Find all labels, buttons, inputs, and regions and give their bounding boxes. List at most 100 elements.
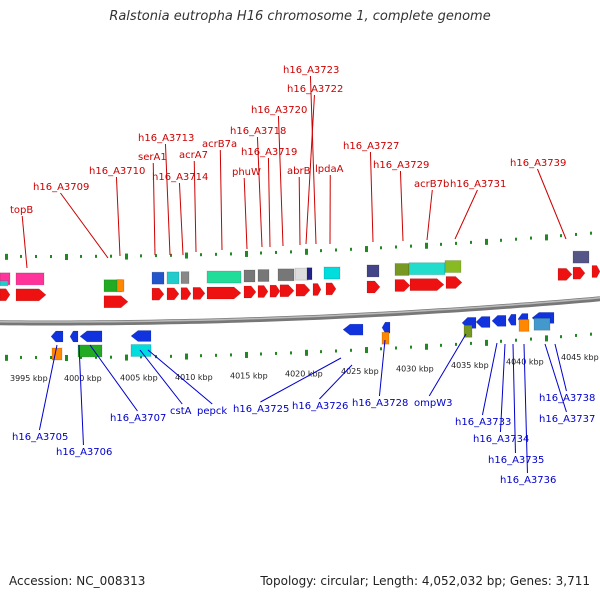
feature-box [0, 280, 9, 287]
scale-label: 4030 kbp [396, 364, 434, 373]
lower-tick [185, 353, 188, 360]
forward-gene-arrow [192, 287, 206, 300]
lower-tick [545, 335, 548, 342]
feature-box [408, 262, 446, 276]
gene-label-bottom: pepck [197, 406, 227, 417]
lower-tick [575, 333, 577, 337]
top-leader-line [115, 176, 121, 257]
gene-label-bottom: cstA [170, 406, 192, 417]
upper-tick [470, 240, 472, 244]
bottom-leader-line [260, 357, 342, 403]
lower-tick [125, 354, 128, 361]
reverse-gene-arrow [475, 316, 491, 328]
upper-tick [380, 246, 382, 250]
gene-label-bottom: h16_A3736 [500, 475, 556, 486]
upper-tick [290, 250, 292, 254]
lower-tick [560, 335, 562, 339]
upper-tick [5, 253, 8, 260]
lower-tick [215, 353, 217, 357]
gene-label-top: acrB7a [202, 139, 237, 150]
feature-box [463, 324, 473, 338]
chromosome-backbone-highlight [0, 297, 600, 323]
upper-tick [125, 253, 128, 260]
bottom-leader-line [139, 349, 183, 405]
forward-gene-arrow [103, 295, 129, 309]
bottom-leader-line [499, 343, 506, 433]
feature-box [277, 268, 295, 282]
bottom-leader-line [544, 343, 567, 413]
top-leader-line [178, 182, 184, 256]
gene-label-bottom: h16_A3738 [539, 393, 595, 404]
scale-label: 4005 kbp [120, 374, 158, 383]
gene-label-top: h16_A3720 [251, 105, 307, 116]
upper-tick [305, 248, 308, 255]
gene-label-bottom: h16_A3707 [110, 413, 166, 424]
lower-tick [365, 347, 368, 354]
feature-box [257, 269, 270, 283]
feature-box [243, 269, 256, 283]
lower-tick [455, 342, 457, 346]
forward-gene-arrow [206, 286, 242, 300]
top-leader-line [164, 143, 171, 256]
scale-label: 4000 kbp [64, 374, 102, 383]
upper-tick [545, 234, 548, 241]
forward-gene-arrow [591, 265, 600, 278]
lower-tick [35, 355, 37, 359]
forward-gene-arrow [557, 268, 573, 281]
upper-tick [575, 232, 577, 236]
feature-box [294, 267, 309, 281]
upper-tick [260, 251, 262, 255]
reverse-gene-arrow [130, 330, 152, 342]
top-leader-line [426, 189, 433, 241]
upper-tick [500, 238, 502, 242]
upper-tick [365, 246, 368, 253]
forward-gene-arrow [325, 282, 337, 296]
forward-gene-arrow [279, 284, 295, 298]
bottom-leader-line [554, 343, 567, 392]
gene-label-bottom: h16_A3735 [488, 455, 544, 466]
forward-gene-arrow [243, 285, 257, 299]
scale-label: 4035 kbp [451, 361, 489, 370]
top-leader-line [454, 189, 478, 240]
top-leader-line [298, 176, 301, 246]
feature-box [323, 266, 341, 280]
bottom-leader-line [147, 349, 213, 405]
gene-label-top: h16_A3719 [241, 147, 297, 158]
top-leader-line [277, 115, 284, 247]
gene-label-top: lpdaA [315, 164, 344, 175]
gene-label-top: h16_A3723 [283, 65, 339, 76]
lower-tick [590, 332, 592, 336]
gene-label-bottom: h16_A3734 [473, 434, 529, 445]
chromosome-backbone [0, 296, 600, 326]
lower-tick [350, 348, 352, 352]
lower-tick [50, 356, 52, 359]
gene-label-top: h16_A3710 [89, 166, 145, 177]
forward-gene-arrow [366, 280, 381, 294]
feature-box [366, 264, 380, 278]
upper-tick [515, 237, 517, 241]
top-leader-line [193, 160, 197, 253]
upper-tick [410, 244, 412, 248]
upper-tick [215, 252, 217, 256]
upper-tick [245, 250, 248, 257]
scale-label: 4020 kbp [285, 370, 323, 379]
top-leader-line [60, 192, 109, 259]
upper-tick [110, 254, 112, 258]
gene-label-top: h16_A3709 [33, 182, 89, 193]
lower-tick [245, 351, 248, 358]
gene-label-bottom: h16_A3725 [233, 404, 289, 415]
lower-tick [530, 337, 532, 341]
lower-tick [485, 339, 488, 346]
reverse-gene-arrow [69, 330, 79, 343]
upper-tick [485, 238, 488, 245]
upper-tick [275, 250, 277, 254]
forward-gene-arrow [0, 288, 11, 302]
gene-label-bottom: ompW3 [414, 398, 452, 409]
gene-label-bottom: h16_A3728 [352, 398, 408, 409]
top-leader-line [21, 215, 28, 269]
gene-label-top: abrB [287, 166, 311, 177]
lower-tick [140, 355, 142, 359]
top-leader-line [369, 151, 374, 243]
gene-label-top: h16_A3718 [230, 126, 286, 137]
feature-box [151, 271, 165, 285]
